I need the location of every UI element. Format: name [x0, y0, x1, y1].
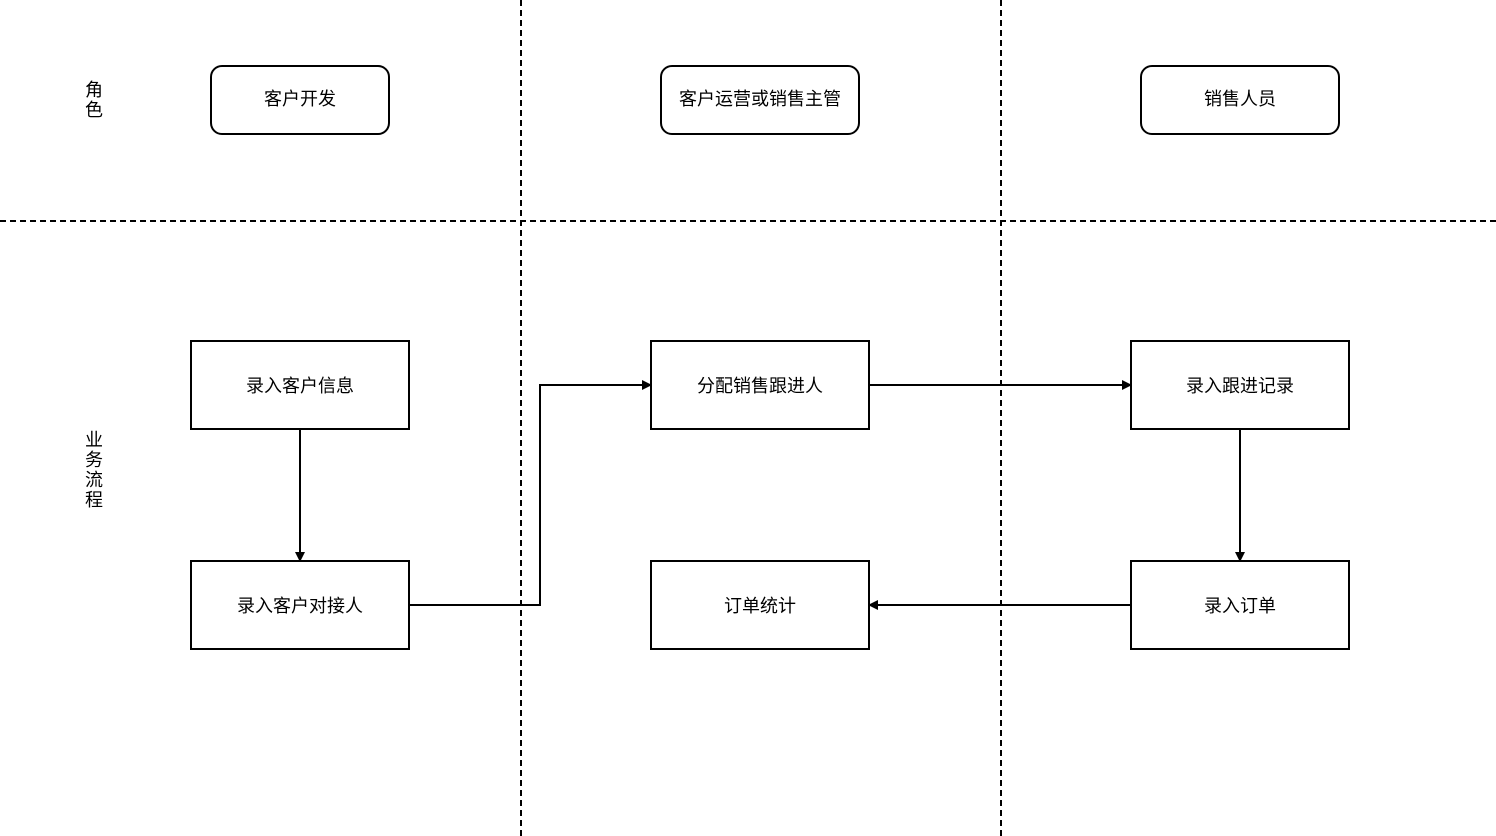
process-label: 分配销售跟进人	[697, 372, 823, 398]
process-label: 录入订单	[1204, 592, 1276, 618]
process-label: 录入客户对接人	[237, 592, 363, 618]
row-label-process: 业务流程	[80, 430, 106, 510]
role-box-ops-manager: 客户运营或销售主管	[660, 65, 860, 135]
role-label: 销售人员	[1204, 88, 1276, 111]
process-box-enter-contact: 录入客户对接人	[190, 560, 410, 650]
process-box-enter-customer-info: 录入客户信息	[190, 340, 410, 430]
process-box-order-stats: 订单统计	[650, 560, 870, 650]
row-label-roles: 角色	[80, 80, 106, 120]
process-box-enter-followup: 录入跟进记录	[1130, 340, 1350, 430]
process-label: 订单统计	[724, 592, 796, 618]
flowchart-canvas: 角色 业务流程 客户开发 客户运营或销售主管 销售人员 录入客户信息 录入客户对…	[0, 0, 1496, 836]
role-box-customer-dev: 客户开发	[210, 65, 390, 135]
role-box-sales: 销售人员	[1140, 65, 1340, 135]
process-box-enter-order: 录入订单	[1130, 560, 1350, 650]
divider-horizontal	[0, 220, 1496, 222]
role-label: 客户运营或销售主管	[679, 88, 841, 111]
process-box-assign-sales: 分配销售跟进人	[650, 340, 870, 430]
edge-p2-p3	[410, 385, 650, 605]
divider-vertical-2	[1000, 0, 1002, 836]
process-label: 录入客户信息	[246, 372, 354, 398]
divider-vertical-1	[520, 0, 522, 836]
role-label: 客户开发	[264, 88, 336, 111]
process-label: 录入跟进记录	[1186, 372, 1294, 398]
